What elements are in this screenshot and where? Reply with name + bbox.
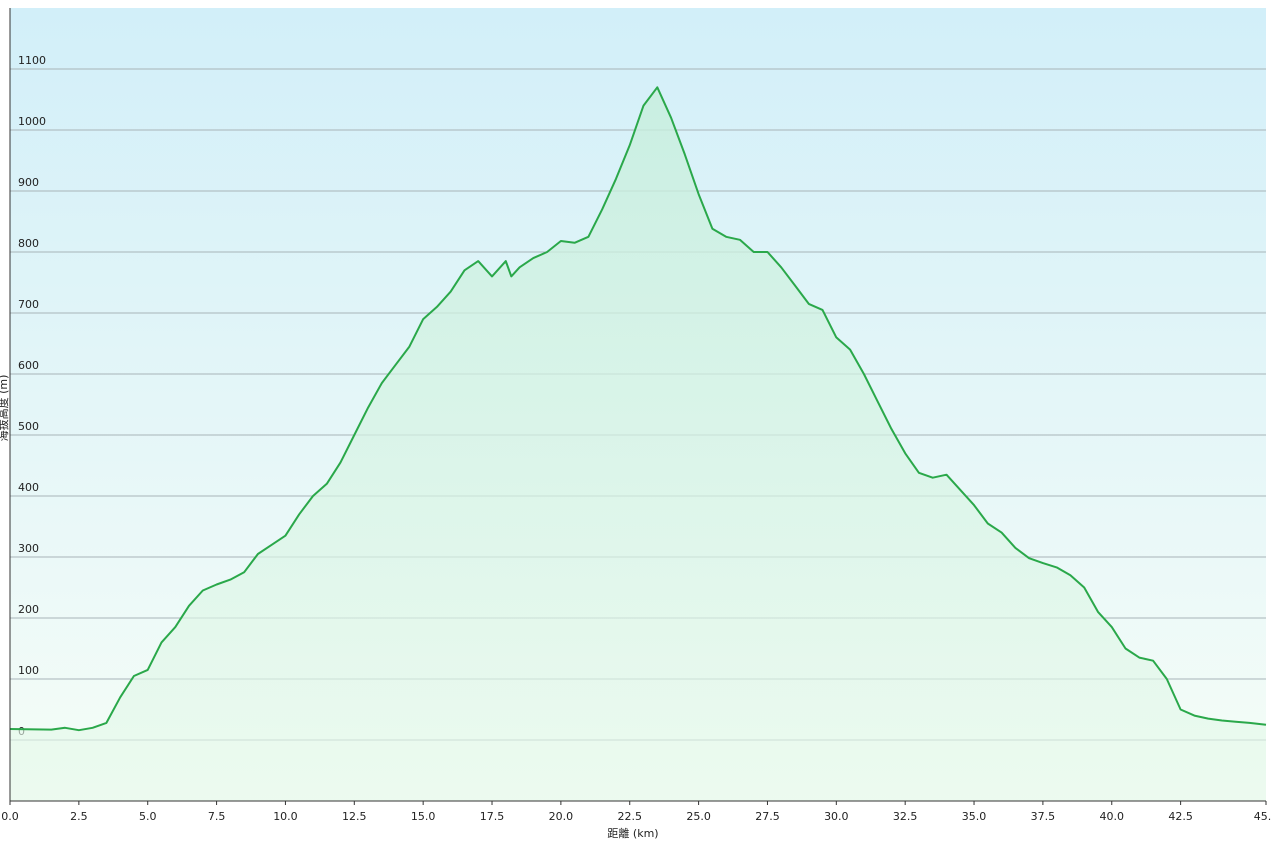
area-fill (10, 87, 1266, 802)
x-tick-label: 10.0 (273, 810, 298, 823)
y-axis-label: 海拔高度 (m) (0, 375, 10, 442)
x-tick-label: 27.5 (755, 810, 780, 823)
y-tick-label: 700 (18, 298, 39, 311)
x-tick-label: 5.0 (139, 810, 157, 823)
y-tick-label: 900 (18, 176, 39, 189)
x-tick-label: 12.5 (342, 810, 367, 823)
x-tick-label: 42.5 (1168, 810, 1193, 823)
x-tick-label: 2.5 (70, 810, 88, 823)
x-tick-label: 40.0 (1100, 810, 1125, 823)
y-tick-label: 100 (18, 664, 39, 677)
y-tick-label: 400 (18, 481, 39, 494)
x-tick-label: 20.0 (549, 810, 574, 823)
y-tick-label: 1100 (18, 54, 46, 67)
elevation-line (9, 86, 1267, 732)
y-tick-label: 600 (18, 359, 39, 372)
x-tick-label: 25.0 (686, 810, 711, 823)
y-tick-label: 200 (18, 603, 39, 616)
y-tick-label: 1000 (18, 115, 46, 128)
x-axis-label: 距離 (km) (607, 826, 658, 840)
y-tick-label: 800 (18, 237, 39, 250)
y-tick-label: 300 (18, 542, 39, 555)
x-tick-label: 7.5 (208, 810, 226, 823)
x-tick-label: 22.5 (617, 810, 642, 823)
x-tick-label: 32.5 (893, 810, 918, 823)
x-tick-label: 45.6 (1254, 810, 1271, 823)
x-tick-label: 35.0 (962, 810, 987, 823)
x-tick-label: 0.0 (1, 810, 19, 823)
y-tick-label: 500 (18, 420, 39, 433)
x-tick-label: 15.0 (411, 810, 436, 823)
x-tick-label: 30.0 (824, 810, 849, 823)
x-tick-label: 17.5 (480, 810, 505, 823)
x-tick-label: 37.5 (1031, 810, 1056, 823)
